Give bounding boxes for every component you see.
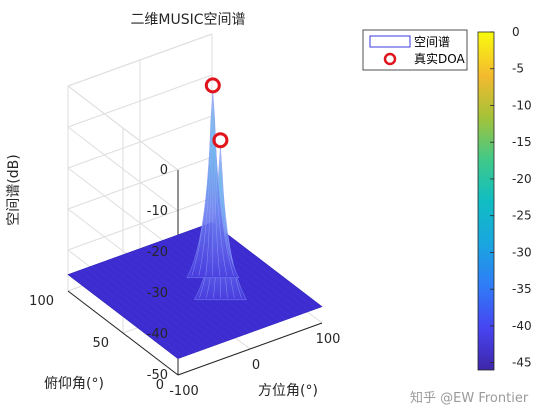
surface-peak-mesh: [198, 95, 213, 276]
colorbar-tick-label: -45: [512, 356, 532, 370]
surface-peak-mesh: [220, 150, 242, 298]
y-tick-label: 100: [29, 294, 54, 309]
colorbar-tick-label: -10: [512, 98, 532, 112]
colorbar-tick-label: -25: [512, 209, 532, 223]
surface-mesh-line: [139, 248, 251, 333]
surface-peak-mesh: [205, 95, 213, 276]
colorbar-tick-label: -40: [512, 319, 532, 333]
doa-markers: [204, 77, 229, 149]
colorbar-tick-label: -5: [512, 62, 524, 76]
x-axis-label: 方位角(°): [258, 383, 318, 399]
x-tick-label: 0: [252, 358, 260, 373]
z-tick-label: -40: [147, 327, 168, 342]
surface-mesh-line: [103, 261, 215, 346]
z-tick-label: -50: [147, 368, 168, 383]
colorbar-tick-label: -20: [512, 172, 532, 186]
z-axis-label: 空间谱(dB): [6, 154, 22, 225]
z-tick-label: 0: [160, 163, 168, 178]
colorbar-tick-label: -15: [512, 135, 532, 149]
legend-surface-swatch: [369, 35, 411, 48]
surface-peak-mesh: [212, 95, 227, 276]
x-tick-label: 100: [316, 332, 341, 347]
colorbar-gradient: [477, 31, 495, 371]
box-edge: [67, 33, 213, 87]
legend-label-surface: 空间谱: [414, 35, 450, 49]
surface-mesh-line: [91, 265, 203, 351]
surface-mesh-line: [85, 267, 197, 353]
colorbar-tick-label: -35: [512, 282, 532, 296]
colorbar-ticks: 0 -5 -10 -15 -20 -25 -30 -35 -40 -45: [490, 25, 532, 370]
x-tick-label: -100: [169, 384, 199, 399]
z-tick-label: -10: [147, 204, 168, 219]
surface-mesh-line: [97, 263, 209, 348]
colorbar-tick-label: 0: [512, 25, 520, 39]
surface-mesh-line: [73, 272, 185, 357]
doa-marker: [212, 132, 229, 149]
z-tick-label: -20: [147, 245, 168, 260]
y-tick-label: 50: [92, 336, 109, 351]
legend: 空间谱 真实DOA: [362, 29, 468, 71]
chart-title: 二维MUSIC空间谱: [130, 12, 245, 28]
surface-peak-mesh: [212, 95, 220, 276]
colorbar: 0 -5 -10 -15 -20 -25 -30 -35 -40 -45: [477, 25, 532, 371]
doa-marker: [204, 77, 221, 94]
y-tick-label: 0: [156, 378, 164, 393]
surface-mesh-line: [109, 259, 221, 344]
x-axis-line: [177, 322, 323, 376]
legend-label-doa: 真实DOA: [414, 51, 465, 66]
spectrum-surface: [67, 91, 323, 359]
y-axis-label: 俯仰角(°): [44, 376, 104, 392]
surface-peak-mesh: [191, 95, 213, 276]
z-tick-label: -30: [147, 286, 168, 301]
surface-mesh-line: [127, 252, 239, 338]
surface-mesh-line: [79, 270, 191, 355]
box-edge: [67, 85, 179, 171]
y-axis-line: [67, 290, 179, 376]
watermark: 知乎 @EW Frontier: [410, 390, 529, 406]
colorbar-tick-label: -30: [512, 245, 532, 259]
surface-mesh-line: [121, 254, 233, 340]
surface-mesh-line: [133, 250, 245, 335]
legend-doa-marker: [383, 52, 397, 66]
surface-mesh-line: [115, 257, 227, 342]
surface-peak-mesh: [212, 95, 234, 276]
